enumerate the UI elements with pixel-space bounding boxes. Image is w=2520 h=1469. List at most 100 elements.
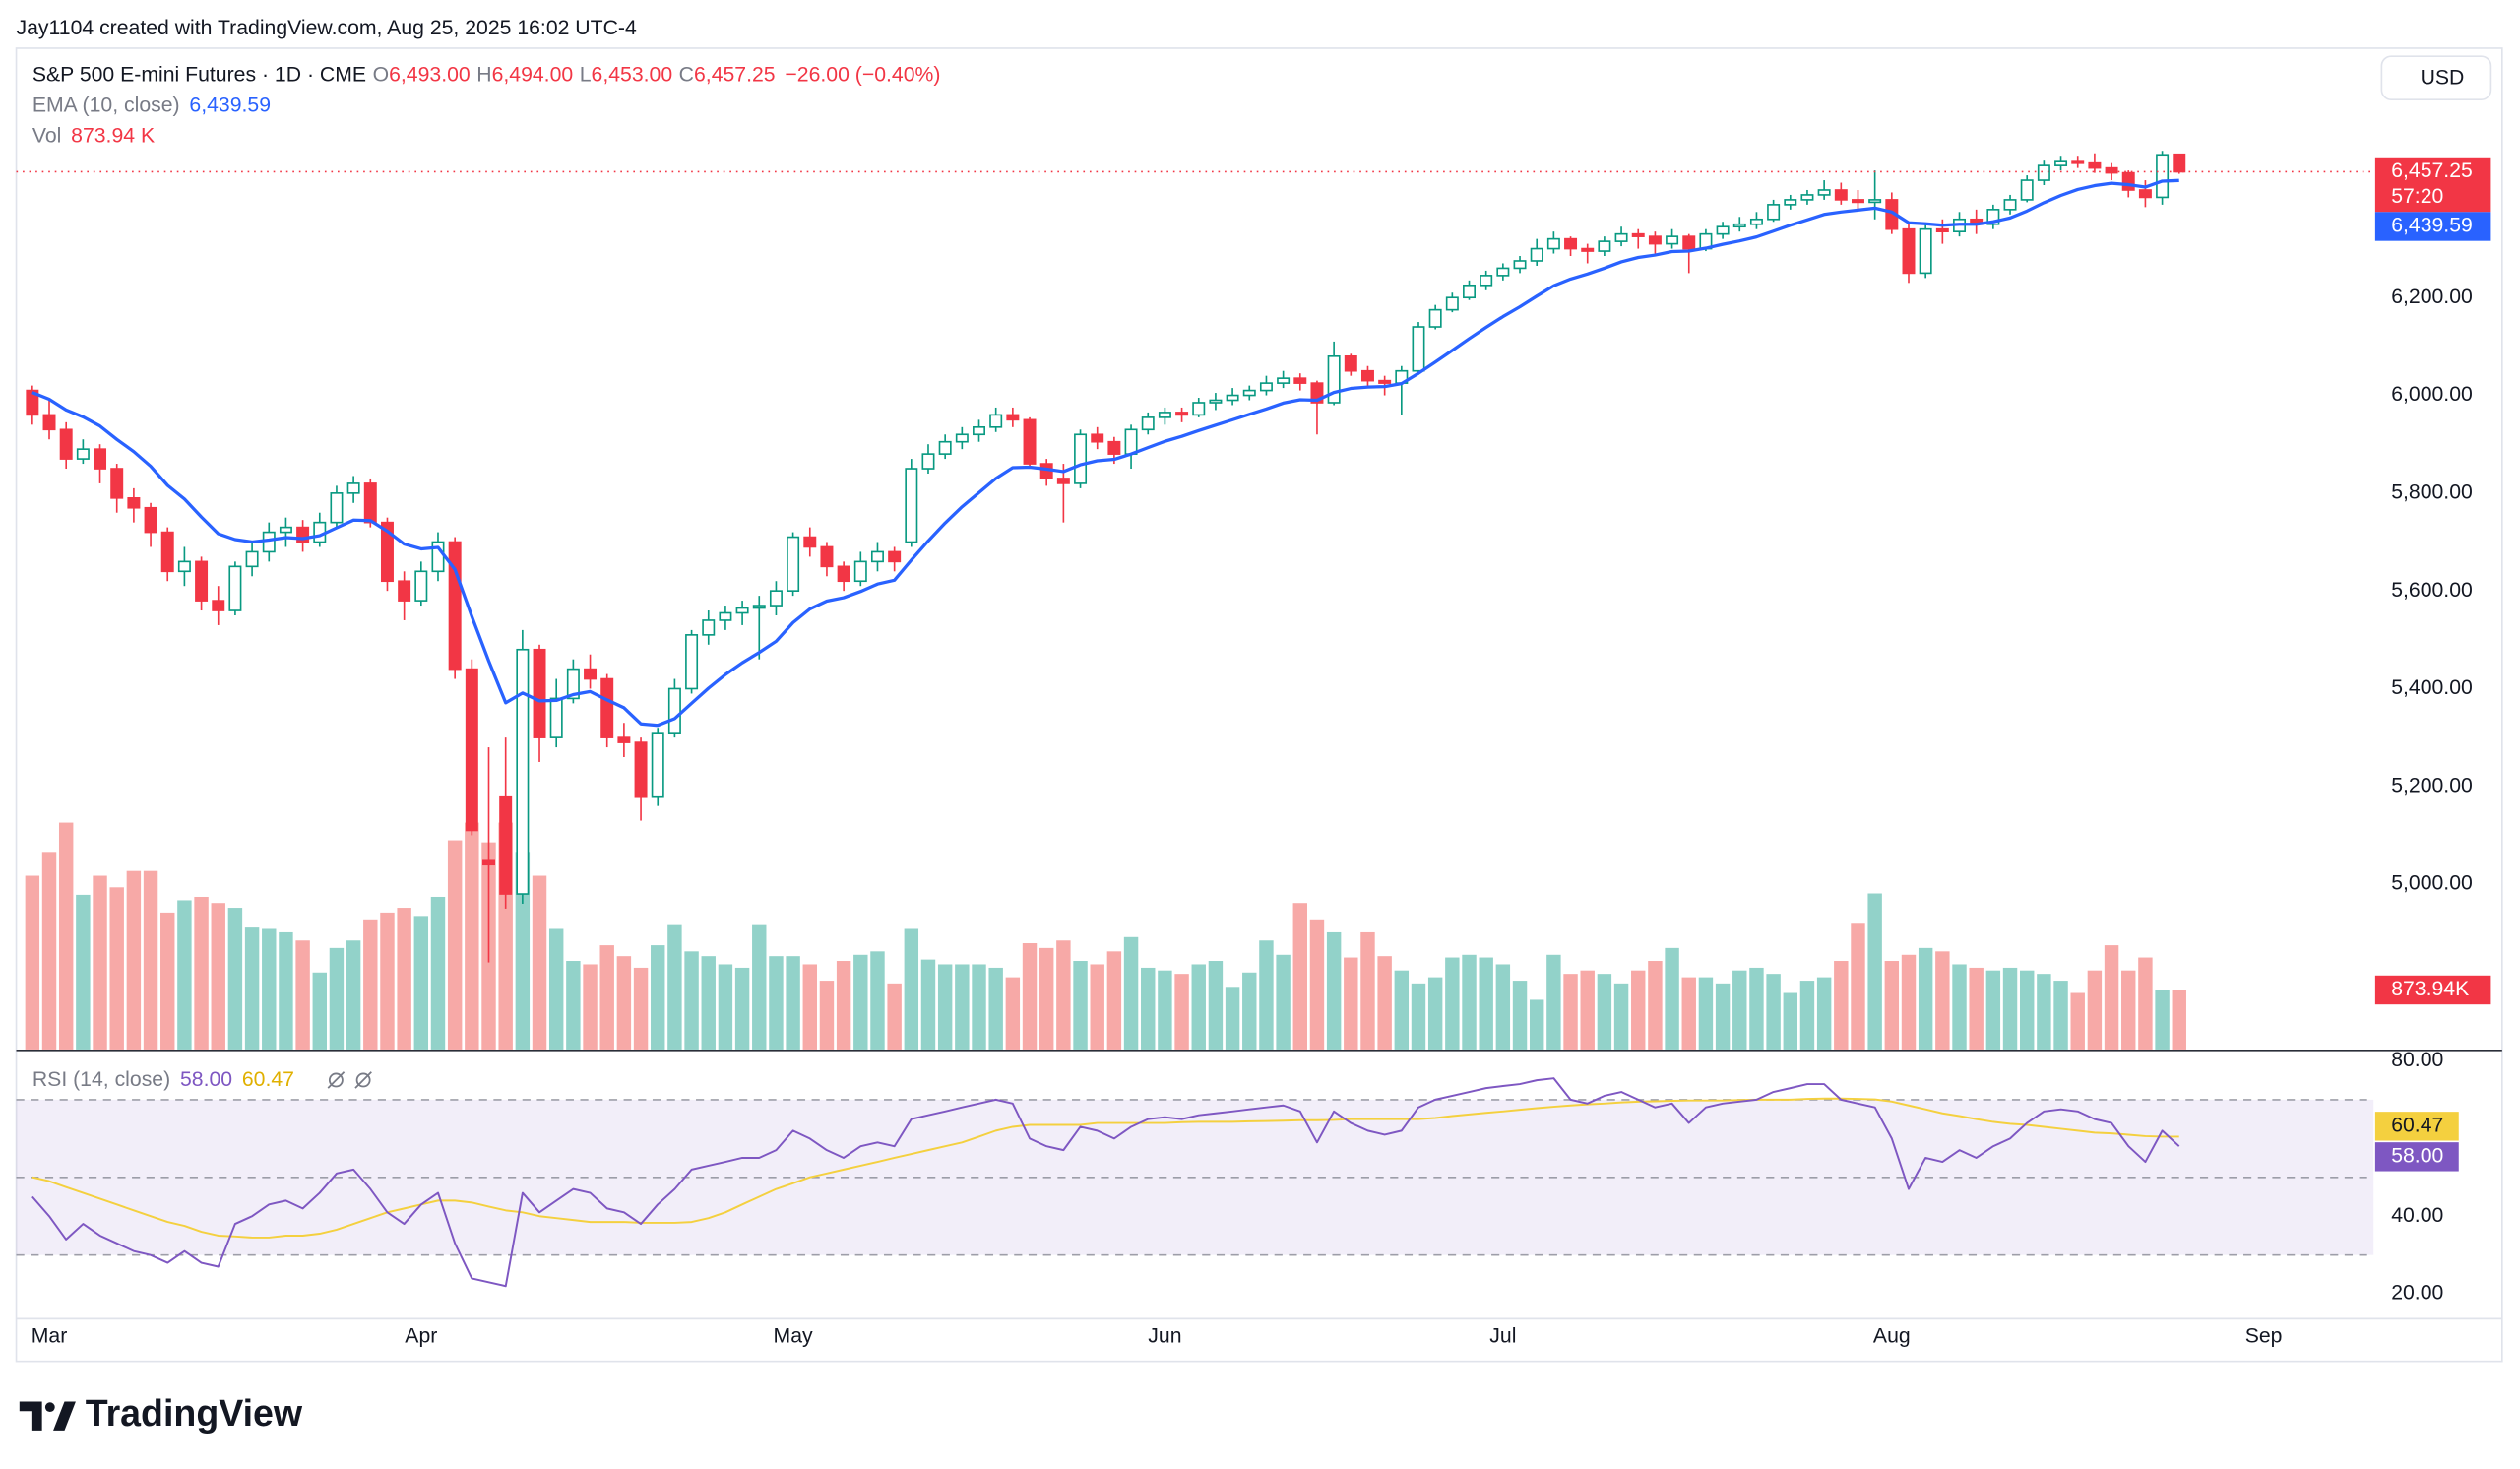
candle-body xyxy=(245,550,259,568)
volume-bar xyxy=(1580,970,1595,1050)
last-price-label: 6,457.25 xyxy=(2391,160,2473,182)
volume-bar xyxy=(1851,923,1865,1050)
candle-body xyxy=(1631,232,1645,237)
volume-bar xyxy=(397,908,411,1050)
currency[interactable]: USD xyxy=(2421,67,2465,90)
y-tick-label: 6,000.00 xyxy=(2391,383,2473,406)
candle-body xyxy=(465,668,478,832)
volume-bar xyxy=(227,908,243,1050)
candle-body xyxy=(634,741,648,798)
volume-bar xyxy=(1698,977,1714,1050)
candle-body xyxy=(2020,179,2034,201)
volume-bar xyxy=(430,896,446,1050)
x-tick-label: Aug xyxy=(1873,1325,1911,1348)
volume-bar xyxy=(380,912,395,1050)
volume-bar xyxy=(1039,947,1054,1050)
candle-body xyxy=(1344,354,1357,372)
candle-body xyxy=(735,607,749,614)
volume-bar xyxy=(1766,974,1781,1050)
volume-bar xyxy=(1022,943,1038,1050)
volume-bar xyxy=(1681,977,1696,1050)
candle-body xyxy=(702,619,716,636)
rsi-ma-box xyxy=(2374,1112,2459,1141)
volume-bar xyxy=(1462,954,1477,1050)
volume-bar xyxy=(769,956,784,1050)
visibility-icons[interactable] xyxy=(327,1071,372,1089)
x-tick-label: Jul xyxy=(1489,1325,1516,1348)
volume-bar xyxy=(1495,964,1511,1050)
rsi-ma-label: 60.47 xyxy=(2391,1114,2443,1136)
volume-bar xyxy=(1512,981,1528,1050)
vol-name: Vol xyxy=(32,124,61,147)
x-tick-label: May xyxy=(774,1325,813,1348)
ema-box xyxy=(2374,212,2491,241)
candle-body xyxy=(1513,260,1527,270)
candle-body xyxy=(1581,247,1595,252)
legend-ema: EMA (10, close) 6,439.59 xyxy=(32,94,271,116)
volume-bar xyxy=(786,956,800,1050)
chart-frame xyxy=(15,47,2503,1363)
volume-bar xyxy=(633,967,649,1050)
volume-bar xyxy=(887,983,902,1050)
candle-body xyxy=(803,536,817,548)
candle-body xyxy=(719,611,732,621)
candle-body xyxy=(330,492,344,524)
candle-body xyxy=(1682,235,1696,250)
y-tick-label: 5,200.00 xyxy=(2391,774,2473,797)
volume-bar xyxy=(312,972,327,1050)
volume-bar xyxy=(1073,961,1088,1050)
candle-body xyxy=(752,605,766,609)
volume-bar xyxy=(126,870,142,1050)
candle-body xyxy=(1834,189,1848,201)
candle-body xyxy=(2003,199,2017,211)
candle-body xyxy=(1666,235,1679,245)
volume-bar xyxy=(1123,936,1139,1050)
candle-body xyxy=(1463,284,1476,299)
currency-button[interactable] xyxy=(2380,55,2492,101)
volume-bar xyxy=(1749,967,1764,1050)
candle-body xyxy=(296,526,310,543)
candle-body xyxy=(1935,227,1949,233)
volume-bar xyxy=(1969,967,1984,1050)
volume-bar xyxy=(972,964,986,1050)
volume-bar xyxy=(1309,919,1325,1050)
candle-body xyxy=(1496,267,1510,277)
ema-label: 6,439.59 xyxy=(2391,215,2473,237)
legend-c: C xyxy=(679,63,694,86)
candle-body xyxy=(837,565,850,583)
volume-bar xyxy=(599,945,614,1050)
candle-body xyxy=(195,560,209,602)
candle-body xyxy=(363,482,377,524)
candle-body xyxy=(1226,394,1239,402)
candle-body xyxy=(2071,160,2085,164)
candle-body xyxy=(549,697,563,738)
volume-bar xyxy=(1563,974,1578,1050)
vol-value: 873.94 K xyxy=(71,124,155,147)
candle-body xyxy=(1091,433,1104,443)
volume-bar xyxy=(2037,974,2051,1050)
volume-bar xyxy=(1377,956,1392,1050)
rsi-ma-line xyxy=(32,1097,2179,1239)
candle-body xyxy=(42,414,56,431)
candle-body xyxy=(1378,379,1392,384)
candle-body xyxy=(1598,240,1611,252)
candle-body xyxy=(414,570,428,602)
volume-bar xyxy=(1174,974,1189,1050)
candle-body xyxy=(1023,418,1037,465)
volume-bar xyxy=(1056,940,1071,1050)
y-tick-label: 5,000.00 xyxy=(2391,872,2473,895)
volume-bar xyxy=(1479,957,1493,1050)
candle-body xyxy=(1056,478,1070,484)
rsi-line xyxy=(32,1077,2180,1288)
volume-bar xyxy=(819,981,835,1050)
volume-bar xyxy=(1344,957,1358,1050)
volume-bar xyxy=(1597,974,1612,1050)
candle-body xyxy=(938,440,952,455)
volume-bar xyxy=(2002,967,2018,1050)
volume-bar xyxy=(701,956,716,1050)
volume-bar xyxy=(937,964,953,1050)
legend-vol: Vol 873.94 K xyxy=(32,124,155,147)
candle-body xyxy=(1412,326,1425,372)
credit: Jay1104 created with TradingView.com, Au… xyxy=(17,17,637,39)
